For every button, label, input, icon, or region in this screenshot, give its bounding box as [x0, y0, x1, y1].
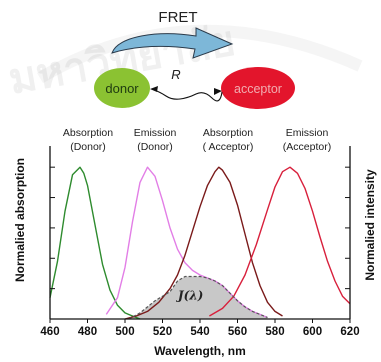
curve-overlap-edge — [128, 275, 268, 320]
x-tick-label: 460 — [40, 326, 59, 338]
header-emission-donor-line1: Emission — [134, 127, 177, 139]
x-tick-label: 500 — [115, 326, 134, 338]
x-tick-label: 600 — [303, 326, 322, 338]
acceptor-node: acceptor — [221, 67, 295, 109]
x-tick-label: 580 — [265, 326, 284, 338]
x-tick-label: 520 — [153, 326, 172, 338]
donor-label: donor — [105, 81, 139, 96]
distance-label: R — [171, 67, 180, 82]
distance-connector — [150, 86, 223, 102]
university-seal-watermark: มหาวิทยาลัย — [5, 16, 363, 104]
x-tick-label: 480 — [78, 326, 97, 338]
header-emission-acceptor-line2: (Acceptor) — [283, 141, 331, 153]
header-absorption-donor-line1: Absorption — [63, 127, 113, 139]
x-tick-label: 540 — [190, 326, 209, 338]
overlap-label: J(λ) — [176, 288, 203, 302]
x-tick-label: 620 — [340, 326, 359, 338]
header-absorption-acceptor-line1: Absorption — [203, 127, 253, 139]
y-axis-label-left: Normalied absorption — [13, 158, 27, 282]
curve-absorption-acceptor — [124, 166, 283, 320]
header-emission-donor-line2: (Donor) — [137, 141, 173, 153]
acceptor-label: acceptor — [234, 82, 282, 96]
donor-node: donor — [94, 68, 150, 108]
header-absorption-acceptor-line2: ( Acceptor) — [203, 141, 254, 153]
header-absorption-donor-line2: (Donor) — [70, 141, 106, 153]
spectra-plot: J(λ) 460 480 500 520 540 560 580 600 620 — [40, 146, 360, 338]
x-axis-label: Wavelength, nm — [154, 344, 246, 358]
y-axis-label-right: Normalied intensity — [363, 169, 377, 281]
fret-label: FRET — [158, 9, 197, 26]
curve-absorption-donor — [49, 166, 141, 320]
overlap-area — [128, 276, 268, 319]
series-headers: Absorption (Donor) Emission (Donor) Abso… — [63, 127, 331, 153]
curve-emission-acceptor — [209, 166, 351, 317]
header-emission-acceptor-line1: Emission — [286, 127, 329, 139]
fret-arrow-icon — [111, 27, 234, 59]
x-tick-label: 560 — [228, 326, 247, 338]
